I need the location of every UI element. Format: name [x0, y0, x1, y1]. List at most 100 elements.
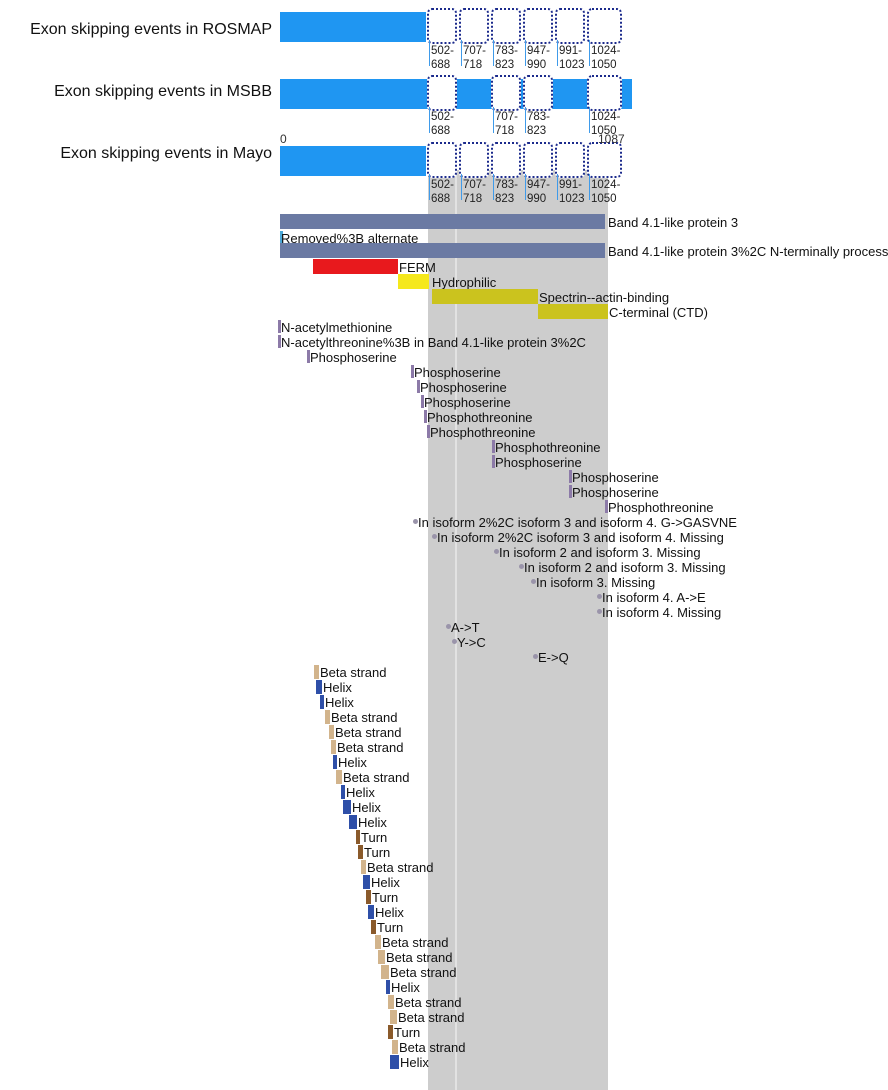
skipped-exon-label-msbb-2: 783- 823 — [527, 111, 551, 137]
secondary-structure-label-4: Beta strand — [335, 725, 402, 740]
ptm-marker-2[interactable] — [307, 350, 310, 363]
secondary-structure-bar-12[interactable] — [358, 845, 363, 859]
ptm-marker-12[interactable] — [605, 500, 608, 513]
skipped-exon-tick-mayo-3 — [525, 174, 526, 200]
point-variant-dot-0[interactable] — [446, 624, 451, 629]
isoform-variant-dot-5[interactable] — [597, 594, 602, 599]
secondary-structure-bar-11[interactable] — [356, 830, 360, 844]
secondary-structure-bar-18[interactable] — [375, 935, 381, 949]
skipped-exon-label-mayo-2: 783- 823 — [495, 179, 519, 205]
secondary-structure-label-22: Beta strand — [395, 995, 462, 1010]
ptm-marker-8[interactable] — [492, 440, 495, 453]
isoform-variant-dot-4[interactable] — [531, 579, 536, 584]
isoform-variant-dot-1[interactable] — [432, 534, 437, 539]
secondary-structure-bar-5[interactable] — [331, 740, 336, 754]
skipped-exon-box-mayo-0[interactable] — [427, 142, 457, 178]
ptm-marker-0[interactable] — [278, 320, 281, 333]
secondary-structure-label-3: Beta strand — [331, 710, 398, 725]
secondary-structure-label-19: Beta strand — [386, 950, 453, 965]
secondary-structure-label-13: Beta strand — [367, 860, 434, 875]
skipped-exon-label-msbb-3: 1024- 1050 — [591, 111, 621, 137]
skipped-exon-box-msbb-0[interactable] — [427, 75, 457, 111]
skipped-exon-box-rosmap-0[interactable] — [427, 8, 457, 44]
skipped-exon-label-msbb-1: 707- 718 — [495, 111, 519, 137]
ptm-label-0: N-acetylmethionine — [281, 320, 393, 335]
secondary-structure-bar-10[interactable] — [349, 815, 357, 829]
secondary-structure-bar-16[interactable] — [368, 905, 374, 919]
skipped-exon-box-rosmap-4[interactable] — [555, 8, 585, 44]
skipped-exon-box-msbb-1[interactable] — [491, 75, 521, 111]
skipped-exon-tick-mayo-4 — [557, 174, 558, 200]
ptm-marker-6[interactable] — [424, 410, 427, 423]
ptm-marker-5[interactable] — [421, 395, 424, 408]
secondary-structure-bar-6[interactable] — [333, 755, 337, 769]
skipped-exon-tick-msbb-3 — [589, 107, 590, 133]
isoform-variant-dot-3[interactable] — [519, 564, 524, 569]
skipped-exon-box-rosmap-3[interactable] — [523, 8, 553, 44]
feature-bar-removed-alternate[interactable] — [280, 231, 283, 244]
skipped-exon-box-msbb-3[interactable] — [587, 75, 622, 111]
secondary-structure-bar-4[interactable] — [329, 725, 334, 739]
isoform-variant-dot-2[interactable] — [494, 549, 499, 554]
isoform-variant-label-6: In isoform 4. Missing — [602, 605, 722, 620]
secondary-structure-bar-13[interactable] — [361, 860, 366, 874]
skipped-exon-box-rosmap-2[interactable] — [491, 8, 521, 44]
skipped-exon-box-mayo-1[interactable] — [459, 142, 489, 178]
secondary-structure-bar-26[interactable] — [390, 1055, 399, 1069]
secondary-structure-bar-14[interactable] — [363, 875, 370, 889]
secondary-structure-bar-25[interactable] — [392, 1040, 398, 1054]
isoform-variant-dot-6[interactable] — [597, 609, 602, 614]
point-variant-dot-2[interactable] — [533, 654, 538, 659]
secondary-structure-bar-7[interactable] — [336, 770, 342, 784]
skipped-exon-tick-msbb-2 — [525, 107, 526, 133]
feature-label-band41-nterm-processed: Band 4.1-like protein 3%2C N-terminally … — [608, 244, 888, 259]
isoform-variant-label-3: In isoform 2 and isoform 3. Missing — [524, 560, 726, 575]
ptm-marker-4[interactable] — [417, 380, 420, 393]
ptm-marker-7[interactable] — [427, 425, 430, 438]
feature-label-spectrin-actin-binding: Spectrin--actin-binding — [539, 290, 670, 305]
ptm-marker-11[interactable] — [569, 485, 572, 498]
ptm-label-4: Phosphoserine — [420, 380, 507, 395]
feature-label-ferm-domain: FERM — [399, 260, 436, 275]
feature-bar-band41-protein3[interactable] — [280, 214, 605, 229]
secondary-structure-label-16: Helix — [375, 905, 404, 920]
secondary-structure-bar-3[interactable] — [325, 710, 330, 724]
feature-bar-c-terminal-ctd[interactable] — [538, 304, 608, 319]
skipped-exon-box-mayo-5[interactable] — [587, 142, 622, 178]
feature-bar-ferm-domain[interactable] — [313, 259, 398, 274]
secondary-structure-bar-1[interactable] — [316, 680, 322, 694]
feature-bar-band41-nterm-processed[interactable] — [280, 243, 605, 258]
skipped-exon-box-mayo-3[interactable] — [523, 142, 553, 178]
skipped-exon-box-mayo-4[interactable] — [555, 142, 585, 178]
feature-bar-spectrin-actin-binding[interactable] — [432, 289, 538, 304]
skipped-exon-label-rosmap-3: 947- 990 — [527, 45, 551, 71]
axis-end-label: 1087 — [598, 132, 625, 146]
secondary-structure-bar-2[interactable] — [320, 695, 324, 709]
secondary-structure-bar-24[interactable] — [388, 1025, 393, 1039]
secondary-structure-bar-21[interactable] — [386, 980, 390, 994]
secondary-structure-label-14: Helix — [371, 875, 400, 890]
skipped-exon-box-rosmap-5[interactable] — [587, 8, 622, 44]
ptm-marker-10[interactable] — [569, 470, 572, 483]
point-variant-dot-1[interactable] — [452, 639, 457, 644]
skipped-exon-box-rosmap-1[interactable] — [459, 8, 489, 44]
ptm-marker-9[interactable] — [492, 455, 495, 468]
secondary-structure-bar-22[interactable] — [388, 995, 394, 1009]
secondary-structure-bar-19[interactable] — [378, 950, 385, 964]
ptm-marker-1[interactable] — [278, 335, 281, 348]
secondary-structure-bar-9[interactable] — [343, 800, 351, 814]
exon-bar-mayo[interactable] — [280, 146, 426, 176]
secondary-structure-bar-0[interactable] — [314, 665, 319, 679]
secondary-structure-bar-23[interactable] — [390, 1010, 397, 1024]
exon-bar-rosmap[interactable] — [280, 12, 426, 42]
isoform-variant-dot-0[interactable] — [413, 519, 418, 524]
secondary-structure-bar-8[interactable] — [341, 785, 345, 799]
skipped-exon-box-msbb-2[interactable] — [523, 75, 553, 111]
secondary-structure-bar-20[interactable] — [381, 965, 389, 979]
secondary-structure-bar-15[interactable] — [366, 890, 371, 904]
skipped-exon-box-mayo-2[interactable] — [491, 142, 521, 178]
ptm-marker-3[interactable] — [411, 365, 414, 378]
feature-bar-hydrophilic-region[interactable] — [398, 274, 429, 289]
secondary-structure-bar-17[interactable] — [371, 920, 376, 934]
feature-label-removed-alternate: Removed%3B alternate — [281, 231, 419, 246]
